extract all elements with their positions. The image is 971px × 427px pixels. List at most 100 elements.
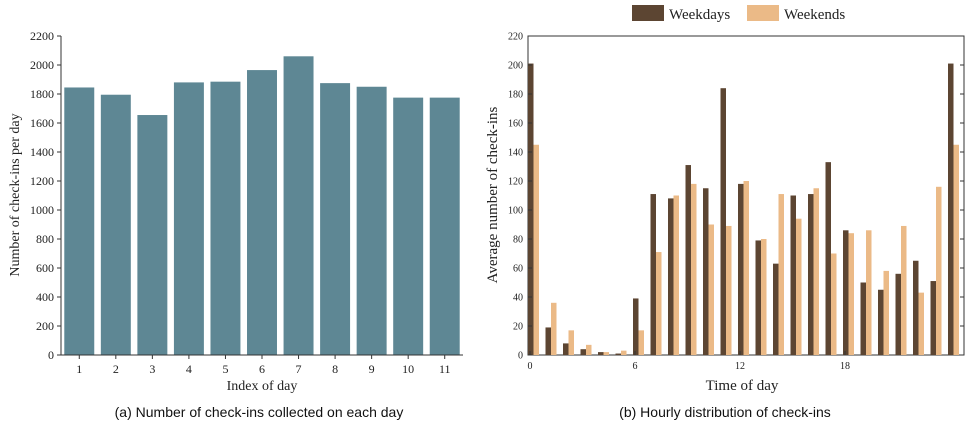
chart-b-y-tick-label: 200 bbox=[508, 61, 523, 72]
chart-b-bar-weekdays bbox=[948, 63, 954, 356]
chart-b-y-tick-label: 20 bbox=[513, 322, 523, 333]
chart-a-y-tick-label: 2000 bbox=[30, 58, 54, 72]
legend-swatch-weekends bbox=[747, 5, 779, 21]
chart-a-x-ticks: 1 2 3 4 5 6 7 8 9 10 11 bbox=[76, 355, 451, 376]
chart-b-y-ticks: 0 20 40 60 80 100 120 140 160 180 200 220 bbox=[508, 32, 964, 362]
chart-b-bar-weekdays bbox=[668, 198, 674, 355]
chart-b-bar-weekdays bbox=[563, 343, 569, 355]
chart-b-x-tick-label: 12 bbox=[735, 361, 745, 372]
chart-b: 0 20 40 60 80 100 120 140 160 180 200 220 0 6 12 18 We… bbox=[485, 5, 965, 420]
chart-a-bar bbox=[393, 97, 424, 355]
chart-b-y-tick-label: 180 bbox=[508, 90, 523, 101]
chart-b-y-tick-label: 160 bbox=[508, 119, 523, 130]
chart-a-y-tick-label: 800 bbox=[36, 232, 54, 246]
chart-b-bar-weekdays bbox=[895, 273, 901, 355]
chart-b-y-tick-label: 80 bbox=[513, 235, 523, 246]
chart-a-x-axis-label: Index of day bbox=[227, 379, 298, 394]
chart-a-y-axis-label: Number of check-ins per day bbox=[8, 113, 23, 276]
chart-a-bar bbox=[320, 83, 351, 355]
chart-b-bar-weekends bbox=[673, 195, 679, 355]
chart-a-bar bbox=[247, 70, 277, 355]
chart-a-bar bbox=[64, 87, 95, 355]
chart-b-bar-weekdays bbox=[773, 263, 779, 355]
chart-a-bar bbox=[137, 115, 168, 356]
chart-b-bar-weekends bbox=[533, 144, 539, 355]
chart-b-bar-weekends bbox=[656, 252, 662, 355]
chart-b-y-tick-label: 100 bbox=[508, 206, 523, 217]
chart-b-bar-weekends bbox=[691, 183, 697, 355]
chart-b-bar-weekends bbox=[708, 224, 714, 355]
chart-b-bar-weekends bbox=[638, 330, 644, 355]
chart-b-bar-weekends bbox=[848, 233, 854, 355]
chart-b-bar-weekdays bbox=[528, 63, 534, 356]
chart-b-bar-weekdays bbox=[860, 282, 866, 355]
chart-b-bar-weekdays bbox=[580, 349, 586, 355]
chart-a-y-tick-label: 1400 bbox=[30, 145, 54, 159]
chart-b-bar-weekdays bbox=[843, 230, 849, 355]
chart-b-bar-weekdays bbox=[913, 260, 919, 355]
chart-b-bar-weekends bbox=[918, 292, 924, 355]
chart-a-x-tick-label: 11 bbox=[439, 362, 451, 376]
chart-b-bar-weekdays bbox=[633, 298, 639, 355]
chart-a-y-tick-label: 1600 bbox=[30, 116, 54, 130]
chart-a-y-tick-label: 400 bbox=[36, 290, 54, 304]
chart-b-bar-weekends bbox=[621, 350, 627, 355]
chart-b-bar-weekdays bbox=[545, 327, 551, 355]
chart-a-x-tick-label: 9 bbox=[369, 362, 375, 376]
chart-b-bar-weekends bbox=[778, 194, 784, 355]
chart-b-bar-weekdays bbox=[720, 88, 726, 355]
chart-a-y-ticks: 0 200 400 600 800 1000 1200 1400 1600 1800 2000 220… bbox=[30, 29, 61, 362]
chart-a-x-tick-label: 7 bbox=[296, 362, 302, 376]
chart-a-x-tick-label: 1 bbox=[76, 362, 82, 376]
chart-a-bar bbox=[283, 56, 314, 356]
chart-a-y-tick-label: 2200 bbox=[30, 29, 54, 43]
chart-b-bar-weekends bbox=[603, 352, 609, 355]
chart-a-x-tick-label: 8 bbox=[332, 362, 338, 376]
chart-b-bar-weekends bbox=[953, 144, 959, 355]
chart-a-y-tick-label: 1000 bbox=[30, 203, 54, 217]
chart-b-bar-weekends bbox=[813, 188, 819, 355]
chart-a-x-tick-label: 10 bbox=[402, 362, 414, 376]
chart-a-x-tick-label: 5 bbox=[222, 362, 228, 376]
chart-a-bars bbox=[64, 56, 460, 356]
chart-b-bar-weekends bbox=[866, 230, 872, 355]
chart-b-bar-weekends bbox=[831, 253, 837, 355]
chart-b-bar-weekends bbox=[901, 225, 907, 355]
chart-a-y-tick-label: 1200 bbox=[30, 174, 54, 188]
chart-b-y-tick-label: 60 bbox=[513, 264, 523, 275]
chart-b-bar-weekdays bbox=[685, 165, 691, 355]
chart-b-bar-weekends bbox=[743, 181, 749, 355]
chart-b-bar-weekends bbox=[551, 302, 557, 355]
chart-b-bar-weekdays bbox=[878, 289, 884, 355]
chart-a-y-tick-label: 200 bbox=[36, 319, 54, 333]
chart-b-x-tick-label: 0 bbox=[528, 361, 533, 372]
chart-b-y-tick-label: 40 bbox=[513, 293, 523, 304]
chart-b-bar-weekdays bbox=[755, 240, 761, 355]
legend-label-weekends: Weekends bbox=[784, 7, 845, 23]
chart-b-x-tick-label: 6 bbox=[633, 361, 638, 372]
chart-b-bar-weekends bbox=[586, 344, 592, 355]
chart-b-bar-weekdays bbox=[598, 352, 604, 355]
chart-b-bar-weekdays bbox=[650, 194, 656, 355]
chart-a-x-tick-label: 4 bbox=[186, 362, 192, 376]
chart-b-x-ticks: 0 6 12 18 bbox=[528, 351, 850, 372]
chart-b-bar-weekends bbox=[761, 239, 767, 355]
chart-b-x-tick-label: 18 bbox=[840, 361, 850, 372]
chart-b-bar-weekdays bbox=[930, 281, 936, 355]
chart-b-bars bbox=[528, 63, 959, 356]
chart-b-y-tick-label: 0 bbox=[518, 351, 523, 362]
chart-a-bar bbox=[356, 86, 387, 355]
chart-b-y-tick-label: 140 bbox=[508, 148, 523, 159]
chart-b-bar-weekdays bbox=[808, 194, 814, 355]
chart-a-x-tick-label: 2 bbox=[113, 362, 119, 376]
chart-a-y-tick-label: 1800 bbox=[30, 87, 54, 101]
chart-b-y-axis-label: Average number of check-ins bbox=[485, 106, 501, 283]
chart-b-caption: (b) Hourly distribution of check-ins bbox=[619, 404, 831, 420]
chart-b-legend: Weekdays Weekends bbox=[632, 5, 845, 23]
legend-swatch-weekdays bbox=[632, 5, 664, 21]
chart-a-bar bbox=[210, 81, 241, 356]
chart-b-y-tick-label: 220 bbox=[508, 32, 523, 43]
chart-a-x-tick-label: 3 bbox=[149, 362, 155, 376]
chart-b-bar-weekends bbox=[936, 186, 942, 355]
